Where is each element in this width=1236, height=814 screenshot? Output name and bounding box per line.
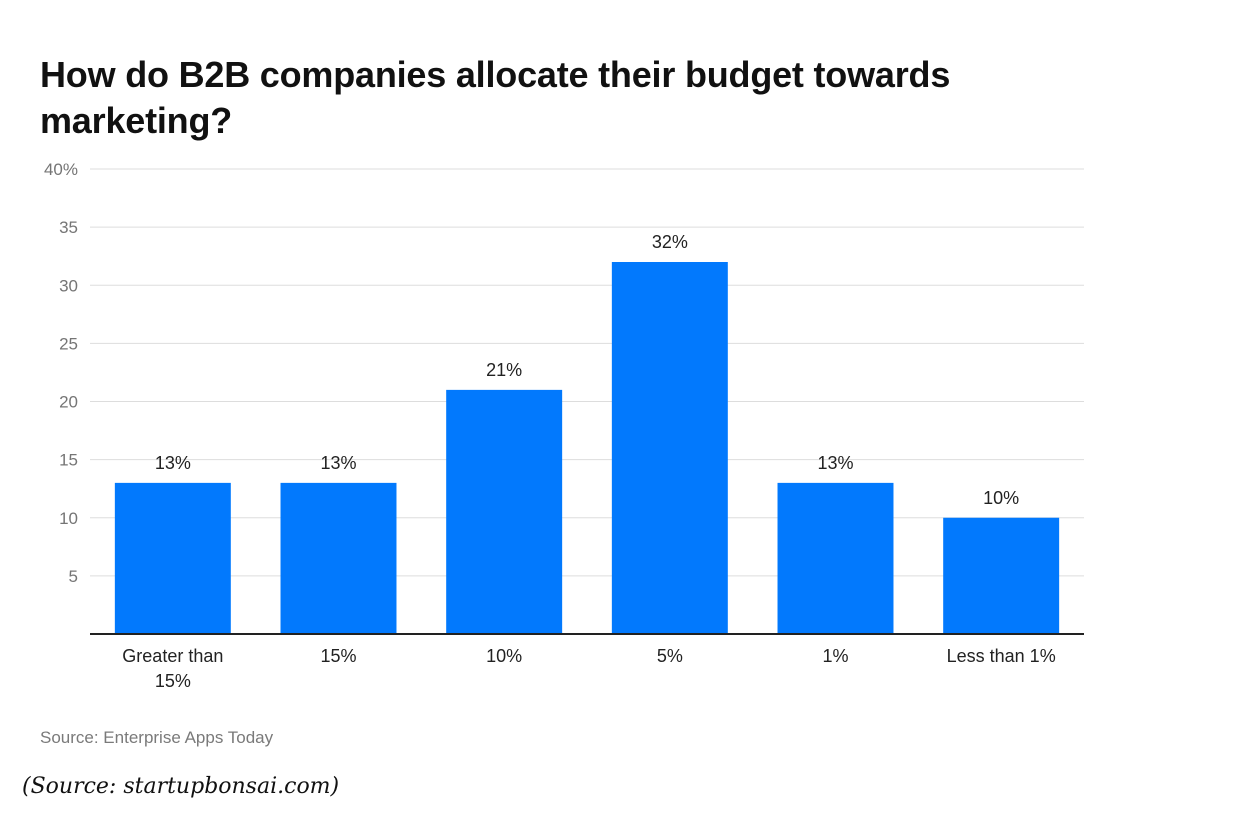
bar [446, 389, 563, 634]
chart-title: How do B2B companies allocate their budg… [40, 54, 951, 141]
x-tick-label: 5% [657, 646, 683, 666]
bar [114, 482, 231, 634]
y-axis-ticks: 5 10 15 20 25 30 35 40% [44, 160, 78, 586]
page-credit: (Source: startupbonsai.com) [22, 774, 340, 799]
y-tick-label: 35 [59, 218, 78, 237]
y-tick-label: 5 [69, 567, 78, 586]
data-label: 13% [320, 453, 356, 473]
bar [280, 482, 397, 634]
y-tick-label: 40% [44, 160, 78, 179]
bars [114, 262, 1060, 634]
data-labels: 13% 13% 21% 32% 13% 10% [155, 232, 1019, 508]
data-label: 13% [817, 453, 853, 473]
x-tick-label: 15% [320, 646, 356, 666]
data-label: 32% [652, 232, 688, 252]
x-tick-label: Less than 1% [947, 646, 1056, 666]
bar [777, 482, 894, 634]
source-note: Source: Enterprise Apps Today [40, 728, 274, 747]
y-tick-label: 25 [59, 334, 78, 353]
bar [611, 262, 728, 634]
data-label: 13% [155, 453, 191, 473]
y-tick-label: 30 [59, 276, 78, 295]
y-tick-label: 10 [59, 509, 78, 528]
bar [943, 517, 1060, 634]
data-label: 21% [486, 360, 522, 380]
y-tick-label: 20 [59, 393, 78, 412]
y-tick-label: 15 [59, 451, 78, 470]
x-tick-label: 10% [486, 646, 522, 666]
x-axis-labels: Greater than 15% 15% 10% 5% 1% Less than 1% [122, 646, 1055, 691]
x-tick-label: 1% [822, 646, 848, 666]
grid-lines [90, 168, 1084, 577]
data-label: 10% [983, 488, 1019, 508]
x-tick-label: Greater than 15% [122, 646, 223, 691]
